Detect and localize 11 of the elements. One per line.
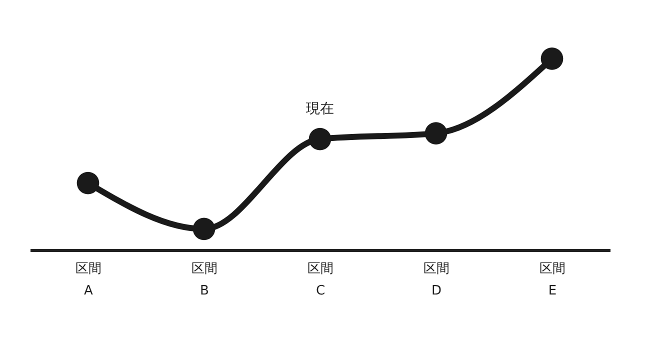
x-tick-label: 区間 E — [540, 262, 566, 298]
x-tick-label: 区間 B — [192, 262, 218, 298]
point — [192, 218, 216, 240]
point — [308, 128, 332, 150]
point — [540, 48, 564, 70]
point — [424, 122, 448, 144]
x-tick-label: 区間 A — [76, 262, 102, 298]
annotation: 現在 — [306, 101, 334, 118]
x-tick-label: 区間 C — [308, 262, 334, 298]
point — [76, 172, 100, 194]
x-tick-label: 区間 D — [424, 262, 450, 298]
